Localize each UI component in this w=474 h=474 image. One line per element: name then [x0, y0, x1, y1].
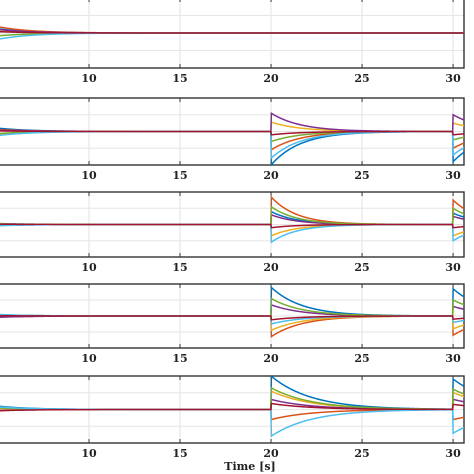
series-line-5 [0, 205, 465, 226]
series-line-7 [0, 402, 465, 412]
x-tick-label: 30 [445, 169, 461, 182]
x-tick-label: 10 [81, 447, 97, 460]
series-line-2 [0, 195, 465, 227]
x-tick-label: 15 [172, 169, 187, 182]
series-line-7 [0, 223, 465, 229]
x-tick-label: 20 [263, 169, 279, 182]
series-line-3 [0, 390, 465, 411]
x-tick-label: 15 [172, 72, 187, 85]
panel-frame [0, 283, 465, 349]
x-tick-label: 30 [445, 72, 461, 85]
series-line-7 [0, 30, 464, 34]
x-tick-label: 15 [172, 261, 187, 274]
series-line-7 [0, 314, 465, 321]
x-tick-label: 25 [354, 352, 369, 365]
panel-1: 10 15 20 25 30 [0, 0, 465, 85]
x-tick-label: 20 [263, 447, 279, 460]
x-axis-label: Time [s] [224, 460, 275, 473]
x-tick-label: 25 [354, 72, 369, 85]
x-tick-label: 10 [81, 169, 97, 182]
panel-frame [0, 375, 465, 444]
x-tick-label: 15 [172, 447, 187, 460]
x-tick-label: 10 [81, 352, 97, 365]
x-tick-label: 30 [445, 447, 461, 460]
series-line-4 [0, 111, 465, 133]
x-tick-label: 25 [354, 169, 369, 182]
series-line-5 [0, 386, 465, 411]
x-tick-label: 30 [445, 261, 461, 274]
series-line-6 [0, 406, 465, 438]
series-line-6 [0, 130, 465, 160]
x-tick-label: 25 [354, 261, 369, 274]
x-tick-label: 30 [445, 352, 461, 365]
series-line-5 [0, 130, 465, 143]
series-line-1 [0, 285, 465, 317]
panel-frame [0, 191, 465, 258]
series-line-6 [0, 32, 464, 40]
panel-frame [0, 97, 465, 166]
x-tick-label: 15 [172, 352, 187, 365]
series-line-1 [0, 210, 465, 226]
x-tick-label: 20 [263, 352, 279, 365]
panel-2: 10 15 20 25 30 [0, 97, 465, 182]
x-tick-label: 20 [263, 261, 279, 274]
x-tick-label: 10 [81, 72, 97, 85]
x-tick-label: 20 [263, 72, 279, 85]
series-line-3 [0, 223, 465, 237]
series-line-2 [0, 315, 465, 338]
x-tick-label: 10 [81, 261, 97, 274]
x-tick-label: 25 [354, 447, 369, 460]
series-line-3 [0, 314, 465, 332]
panel-4: 10 15 20 25 30 [0, 283, 465, 365]
series-line-6 [0, 223, 465, 244]
series-line-1 [0, 127, 465, 167]
panel-5: 10 15 20 25 30 [0, 374, 465, 460]
series-line-5 [0, 297, 465, 317]
series-line-7 [0, 130, 465, 136]
panel-3: 10 15 20 25 30 [0, 191, 465, 274]
